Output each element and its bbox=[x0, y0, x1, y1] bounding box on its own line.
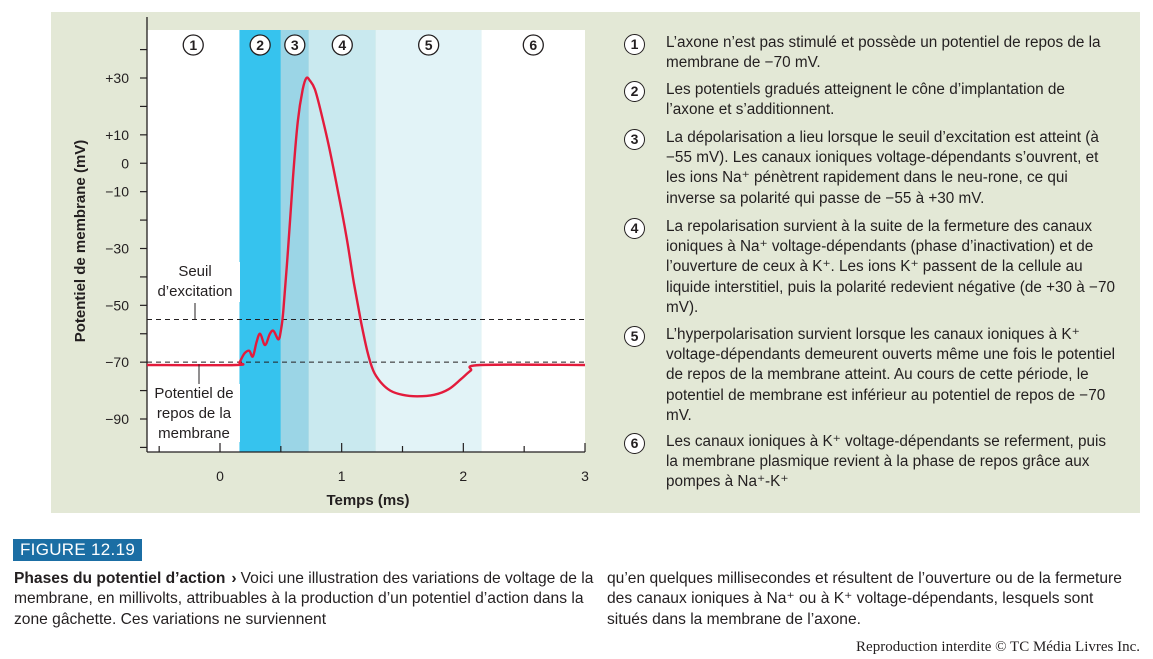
resting-label-bg bbox=[148, 384, 240, 442]
phase-band-5 bbox=[375, 30, 482, 452]
phase-band-4 bbox=[308, 30, 376, 452]
phase-number-2: 2 bbox=[256, 37, 264, 53]
phase-number-5: 5 bbox=[425, 37, 433, 53]
threshold-label: d’excitation bbox=[157, 283, 232, 300]
phase-number-4: 4 bbox=[338, 37, 346, 53]
y-tick-label: +30 bbox=[105, 70, 129, 86]
legend-text-6: Les canaux ioniques à K⁺ voltage-dépenda… bbox=[666, 433, 1107, 491]
membrane-potential-curve bbox=[146, 76, 586, 398]
y-tick-label: 0 bbox=[121, 155, 129, 171]
legend-number-2: 2 bbox=[624, 81, 645, 102]
action-potential-chart: 1 2 3 4 5 6 +30 +10 0 −10 −30 −50 −70 −90 0 1 2 3 Temps (… bbox=[72, 17, 589, 509]
x-tick-label: 0 bbox=[216, 468, 224, 484]
resting-potential-label: membrane bbox=[158, 425, 230, 442]
phase-circle-1 bbox=[182, 34, 204, 56]
y-tick-label: −50 bbox=[105, 297, 129, 313]
legend-text-3: La dépolarisation a lieu lorsque le seui… bbox=[666, 129, 1099, 207]
figure-label: FIGURE 12.19 bbox=[13, 539, 143, 561]
y-tick-label: −10 bbox=[105, 184, 129, 200]
legend-number-6: 6 bbox=[624, 433, 645, 454]
threshold-label: Seuil bbox=[178, 263, 211, 280]
x-tick-label: 2 bbox=[459, 468, 467, 484]
caption-arrow: › bbox=[231, 570, 237, 587]
phase-number-1: 1 bbox=[189, 37, 197, 53]
caption-title: Phases du potentiel d’action bbox=[14, 570, 226, 587]
legend-number-4: 4 bbox=[624, 218, 645, 239]
phase-circle-6 bbox=[522, 34, 544, 56]
y-tick-label: +10 bbox=[105, 127, 129, 143]
legend-number-1: 1 bbox=[624, 34, 645, 55]
legend-number-5: 5 bbox=[624, 326, 645, 347]
resting-potential-label: repos de la bbox=[157, 405, 232, 422]
phase-circle-3 bbox=[284, 34, 306, 56]
x-tick-label: 3 bbox=[581, 468, 589, 484]
legend-number-3: 3 bbox=[624, 129, 645, 150]
threshold-label-bg bbox=[150, 262, 240, 302]
y-axis-title: Potentiel de membrane (mV) bbox=[72, 140, 89, 343]
phase-circle-2 bbox=[249, 34, 271, 56]
x-tick-label: 1 bbox=[338, 468, 346, 484]
copyright-notice: Reproduction interdite © TC Média Livres… bbox=[856, 639, 1140, 655]
y-tick-label: −30 bbox=[105, 241, 129, 257]
caption-right: qu’en quelques millisecondes et résulten… bbox=[607, 570, 1122, 628]
y-tick-label: −70 bbox=[105, 354, 129, 370]
phase-band-6 bbox=[481, 30, 585, 452]
legend-text-2: Les potentiels gradués atteignent le côn… bbox=[666, 81, 1065, 119]
phase-circle-4 bbox=[331, 34, 353, 56]
phase-circle-5 bbox=[418, 34, 440, 56]
x-axis-title: Temps (ms) bbox=[326, 492, 409, 509]
legend-text-1: L’axone n’est pas stimulé et possède un … bbox=[666, 34, 1101, 72]
y-tick-label: −90 bbox=[105, 411, 129, 427]
phase-number-6: 6 bbox=[529, 37, 537, 53]
phase-band-2 bbox=[239, 30, 281, 452]
legend-text-5: L’hyperpolarisation survient lorsque les… bbox=[666, 326, 1115, 424]
legend-text-4: La repolarisation survient à la suite de… bbox=[666, 218, 1115, 316]
phase-band-1 bbox=[147, 30, 240, 452]
caption-left: Phases du potentiel d’action › Voici une i… bbox=[14, 569, 594, 630]
phase-number-3: 3 bbox=[291, 37, 299, 53]
resting-potential-label: Potentiel de bbox=[154, 385, 233, 402]
caption-text-left: Voici une illustration des variations de… bbox=[14, 570, 594, 628]
phase-band-3 bbox=[280, 30, 309, 452]
